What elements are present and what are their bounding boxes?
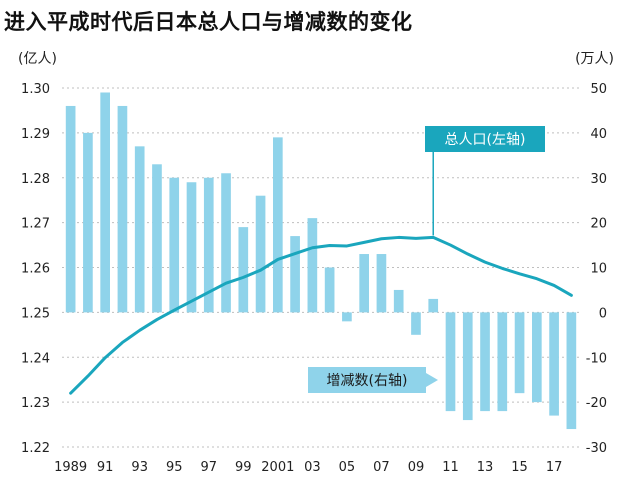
right-tick-label: 0	[599, 306, 607, 321]
bar	[272, 137, 283, 313]
bar	[359, 254, 370, 313]
right-tick-label: -10	[586, 351, 607, 366]
left-tick-label: 1.24	[21, 351, 50, 366]
bar	[186, 182, 197, 313]
x-tick-label: 2001	[261, 460, 294, 475]
bar	[393, 289, 404, 313]
x-tick-label: 03	[304, 460, 321, 475]
left-tick-label: 1.30	[21, 82, 50, 97]
bar-callout-label: 增减数(右轴)	[327, 373, 408, 389]
bar	[117, 105, 128, 313]
right-tick-label: 10	[590, 262, 607, 277]
x-tick-label: 15	[511, 460, 528, 475]
bar	[462, 312, 473, 421]
bar	[411, 312, 421, 335]
bar	[531, 312, 542, 403]
bar	[480, 312, 490, 412]
x-tick-label: 13	[477, 460, 494, 475]
bar	[83, 132, 93, 313]
bar	[134, 146, 145, 313]
bar	[376, 254, 387, 313]
x-tick-label: 95	[166, 460, 183, 475]
bar	[290, 236, 300, 313]
bar	[428, 298, 439, 313]
x-tick-label: 91	[97, 460, 114, 475]
x-tick-label: 97	[200, 460, 217, 475]
bar	[65, 105, 76, 313]
right-tick-label: 20	[590, 217, 607, 232]
right-tick-label: -30	[586, 441, 607, 456]
right-tick-label: 50	[590, 82, 607, 97]
left-tick-label: 1.25	[21, 306, 50, 321]
callout-box	[425, 126, 545, 152]
bar	[152, 164, 162, 313]
x-tick-label: 09	[408, 460, 425, 475]
right-tick-label: -20	[586, 396, 607, 411]
x-tick-label: 11	[442, 460, 459, 475]
line-callout-label: 总人口(左轴)	[445, 132, 526, 148]
total-population-line	[69, 235, 573, 395]
left-tick-label: 1.26	[21, 262, 50, 277]
bar	[100, 92, 111, 313]
bar	[445, 312, 456, 412]
left-tick-label: 1.29	[21, 127, 50, 142]
bar	[324, 267, 335, 313]
bar	[255, 195, 266, 313]
x-tick-label: 07	[373, 460, 390, 475]
x-tick-label: 05	[339, 460, 356, 475]
callout-box	[308, 367, 426, 393]
bar	[221, 173, 231, 313]
chart-title: 进入平成时代后日本总人口与增减数的变化	[4, 10, 413, 34]
x-tick-label: 1989	[54, 460, 87, 475]
left-tick-label: 1.22	[21, 441, 50, 456]
left-tick-label: 1.27	[21, 217, 50, 232]
x-tick-label: 99	[235, 460, 252, 475]
bar	[307, 218, 318, 313]
bar	[169, 177, 180, 313]
bar	[549, 312, 559, 416]
bar	[566, 312, 577, 430]
right-tick-label: 40	[590, 127, 607, 142]
bar	[514, 312, 525, 394]
left-tick-label: 1.23	[21, 396, 50, 411]
left-axis-unit: (亿人)	[18, 51, 57, 67]
x-tick-label: 93	[131, 460, 148, 475]
right-axis-unit: (万人)	[575, 51, 614, 67]
callout-pointer	[426, 373, 438, 387]
bar	[342, 312, 352, 322]
bar	[238, 227, 249, 313]
left-tick-label: 1.28	[21, 172, 50, 187]
x-tick-label: 17	[546, 460, 563, 475]
right-tick-label: 30	[590, 172, 607, 187]
bar	[497, 312, 508, 412]
bar	[203, 177, 214, 313]
